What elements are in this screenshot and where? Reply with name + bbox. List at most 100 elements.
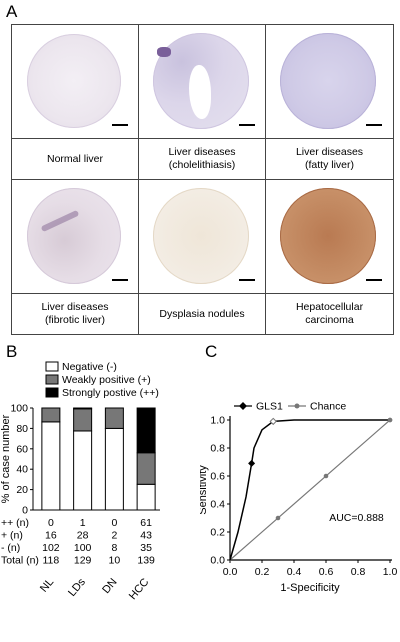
legend-label-chance: Chance [310,401,346,413]
x-tick-label: 0.4 [287,566,302,578]
tissue-core-dysplasia-nodules [153,188,249,284]
scale-bar [112,279,128,281]
legend-label-gls1: GLS1 [256,401,283,413]
scale-bar [366,279,382,281]
tissue-core-fatty-liver [280,33,376,129]
caption-cholelithiasis: Liver diseases (cholelithiasis) [139,139,266,179]
vessel-lumen [189,65,211,119]
chance-point [275,515,281,521]
category-label: HCC [127,576,152,602]
table-cell: 102 [42,542,60,554]
bar-segment [104,407,124,429]
y-tick-label: 80 [16,423,28,435]
tma-image-fibrotic [12,180,139,294]
scale-bar [112,124,128,126]
table-cell: 0 [111,517,117,529]
y-tick-label: 0.4 [210,499,225,511]
bar-segment [104,427,124,511]
legend-swatch [45,387,59,398]
table-cell: 10 [109,555,121,567]
bar-segment [136,452,156,485]
y-tick-label: 20 [16,484,28,496]
tma-image-hcc [266,180,393,294]
stacked-bar-chart: Negative (-)Weakly positive (+)Strongly … [0,361,160,602]
x-tick-label: 0.2 [255,566,270,578]
gls1-marker-point [248,459,256,467]
panel-a-letter: A [6,2,18,21]
tissue-core-fibrotic-liver [27,188,121,284]
scale-bar [239,124,255,126]
stain-spot [157,47,171,57]
bar-segment [41,407,61,423]
x-tick-label: 0.8 [351,566,366,578]
table-row-label: - (n) [1,542,20,554]
y-tick-label: 100 [10,403,28,415]
y-tick-label: 40 [16,464,28,476]
chance-line [229,419,391,561]
caption-normal-liver: Normal liver [12,139,139,179]
bar-segment [73,407,93,410]
bar-segment [136,407,156,454]
y-axis-label: Sensitivity [200,465,209,515]
tissue-core-normal [27,34,121,128]
tma-image-cholelithiasis [139,25,266,139]
caption-fibrotic-liver: Liver diseases (fibrotic liver) [12,294,139,334]
row-divider [12,179,393,180]
chance-point [323,473,329,479]
gls1-open-point [269,417,277,426]
x-tick-label: 0.6 [319,566,334,578]
panel-c-letter: C [205,342,218,361]
bar-segment [73,408,93,432]
table-cell: 1 [80,517,86,529]
y-tick-label: 0.2 [210,527,225,539]
tissue-microarray-grid: Normal liver Liver diseases (cholelithia… [11,24,394,335]
x-axis-label: 1-Specificity [280,582,340,594]
y-tick-label: 0.6 [210,471,225,483]
scale-bar [366,124,382,126]
x-tick-label: 0.0 [223,566,238,578]
y-tick-label: 60 [16,443,28,455]
table-cell: 8 [111,542,117,554]
end-point [387,417,393,423]
legend-marker-gls1 [239,402,247,410]
auc-annotation: AUC=0.888 [329,512,384,524]
gls1-curve [229,419,390,561]
tissue-core-hcc [280,188,376,284]
bar-segment [73,430,93,511]
table-cell: 28 [77,530,89,542]
y-tick-label: 0.0 [210,555,225,567]
y-tick-label: 0.8 [210,443,225,455]
bar-segment [41,421,61,511]
legend-swatch [45,361,59,372]
table-cell: 0 [48,517,54,529]
table-row-label: Total (n) [1,555,39,567]
caption-dysplasia-nodules: Dysplasia nodules [139,294,266,334]
y-axis-label: % of case number [0,414,12,503]
x-tick-label: 1.0 [383,566,398,578]
table-cell: 139 [137,555,155,567]
caption-hcc: Hepatocellular carcinoma [295,301,364,326]
roc-curve-chart: GLS1 Chance 0.0 0.2 0.4 0.6 0.8 1.0 0.0 0.2 0.4 0.6… [200,401,398,595]
legend-label: Negative (-) [62,361,117,373]
bar-segment [136,483,156,511]
scale-bar [239,279,255,281]
legend-label: Weakly positive (+) [62,374,151,386]
table-cell: 61 [140,517,152,529]
table-cell: 16 [45,530,57,542]
category-label: DN [100,576,119,596]
tma-image-normal [12,25,139,139]
category-label: LDs [66,576,88,599]
table-cell: 129 [74,555,92,567]
y-tick-label: 0 [22,505,28,517]
legend-swatch [45,374,59,385]
tma-image-fatty [266,25,393,139]
table-cell: 100 [74,542,92,554]
table-cell: 35 [140,542,152,554]
legend-label: Strongly postive (++) [62,387,159,399]
y-tick-label: 1.0 [210,415,225,427]
caption-fatty-liver: Liver diseases (fatty liver) [295,146,364,171]
table-row-label: ++ (n) [1,517,29,529]
category-label: NL [38,576,56,594]
table-cell: 2 [111,530,117,542]
tma-image-dysplasia [139,180,266,294]
